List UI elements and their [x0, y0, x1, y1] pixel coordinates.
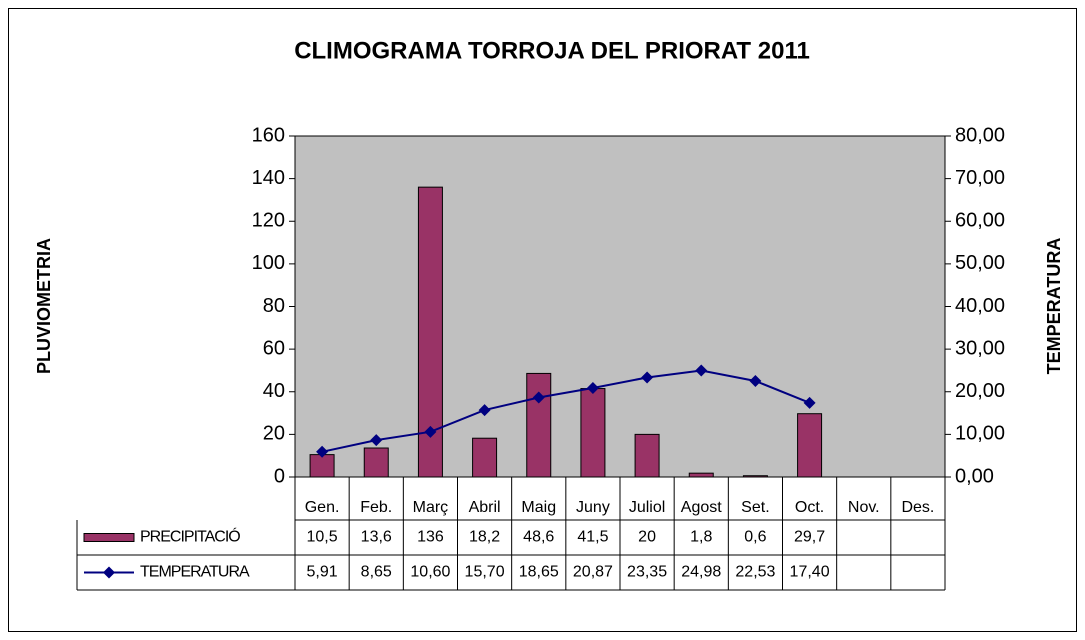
line — [321, 369, 810, 453]
x-tick-label: Oct. — [795, 499, 824, 516]
marker — [586, 382, 599, 395]
table-value: 10,60 — [410, 564, 450, 581]
y-tick-label: 140 — [252, 167, 285, 189]
marker — [424, 425, 437, 438]
marker — [532, 391, 545, 404]
plot-area — [294, 135, 946, 478]
table-value: 24,98 — [681, 564, 721, 581]
table-value: 20 — [638, 529, 656, 546]
y2-tick-label: 30,00 — [955, 337, 1005, 359]
marker — [370, 434, 383, 447]
legend-label: TEMPERATURA — [140, 564, 250, 581]
marker — [641, 371, 654, 384]
table-value: 29,7 — [794, 529, 825, 546]
legend-label: PRECIPITACIÓ — [140, 527, 240, 546]
table-value: 136 — [417, 529, 444, 546]
x-tick-label: Març — [413, 499, 449, 516]
y-tick-label: 20 — [263, 423, 285, 445]
x-tick-label: Juny — [576, 499, 610, 516]
table-value: 17,40 — [790, 564, 830, 581]
y2-tick-label: 10,00 — [955, 423, 1005, 445]
y2-tick-label: 60,00 — [955, 210, 1005, 232]
y2-tick-label: 20,00 — [955, 380, 1005, 402]
bar — [742, 475, 768, 478]
table-value: 22,53 — [735, 564, 775, 581]
y2-tick-label: 70,00 — [955, 167, 1005, 189]
table-value: 48,6 — [523, 529, 554, 546]
bar — [363, 447, 389, 478]
table-value: 15,70 — [465, 564, 505, 581]
legend-swatch — [103, 566, 115, 579]
marker — [749, 374, 762, 387]
x-tick-label: Nov. — [848, 499, 880, 516]
marker — [803, 396, 816, 409]
y-axis-title: PLUVIOMETRIA — [34, 238, 54, 374]
bar — [688, 472, 714, 478]
table-value: 20,87 — [573, 564, 613, 581]
table-value: 8,65 — [361, 564, 392, 581]
bar — [797, 413, 823, 478]
x-tick-label: Juliol — [629, 499, 665, 516]
bar — [309, 454, 335, 478]
table-value: 5,91 — [307, 564, 338, 581]
y-tick-label: 60 — [263, 337, 285, 359]
legend-swatch — [83, 533, 135, 542]
x-tick-label: Abril — [469, 499, 501, 516]
y2-axis-title: TEMPERATURA — [1044, 238, 1064, 375]
bar — [634, 433, 660, 478]
y-tick-label: 120 — [252, 210, 285, 232]
x-tick-label: Set. — [741, 499, 769, 516]
y2-tick-label: 50,00 — [955, 252, 1005, 274]
y2-tick-label: 0,00 — [955, 465, 994, 487]
marker — [695, 364, 708, 377]
marker — [316, 445, 329, 458]
x-tick-label: Agost — [681, 499, 722, 516]
marker — [478, 404, 491, 417]
y-tick-label: 80 — [263, 295, 285, 317]
x-tick-label: Des. — [901, 499, 934, 516]
bar — [580, 388, 606, 478]
x-tick-label: Gen. — [305, 499, 340, 516]
table-value: 23,35 — [627, 564, 667, 581]
bar — [472, 437, 498, 478]
bar — [526, 372, 552, 478]
y-tick-label: 160 — [252, 124, 285, 146]
table-value: 1,8 — [690, 529, 712, 546]
table-value: 10,5 — [307, 529, 338, 546]
x-tick-label: Feb. — [360, 499, 392, 516]
table-value: 41,5 — [577, 529, 608, 546]
y2-tick-label: 40,00 — [955, 295, 1005, 317]
y2-tick-label: 80,00 — [955, 124, 1005, 146]
y-tick-label: 100 — [252, 252, 285, 274]
table-value: 0,6 — [744, 529, 766, 546]
y-tick-label: 0 — [274, 465, 285, 487]
x-tick-label: Maig — [521, 499, 556, 516]
chart-title: CLIMOGRAMA TORROJA DEL PRIORAT 2011 — [294, 37, 810, 64]
y-tick-label: 40 — [263, 380, 285, 402]
table-value: 18,2 — [469, 529, 500, 546]
table-value: 18,65 — [519, 564, 559, 581]
table-value: 13,6 — [361, 529, 392, 546]
